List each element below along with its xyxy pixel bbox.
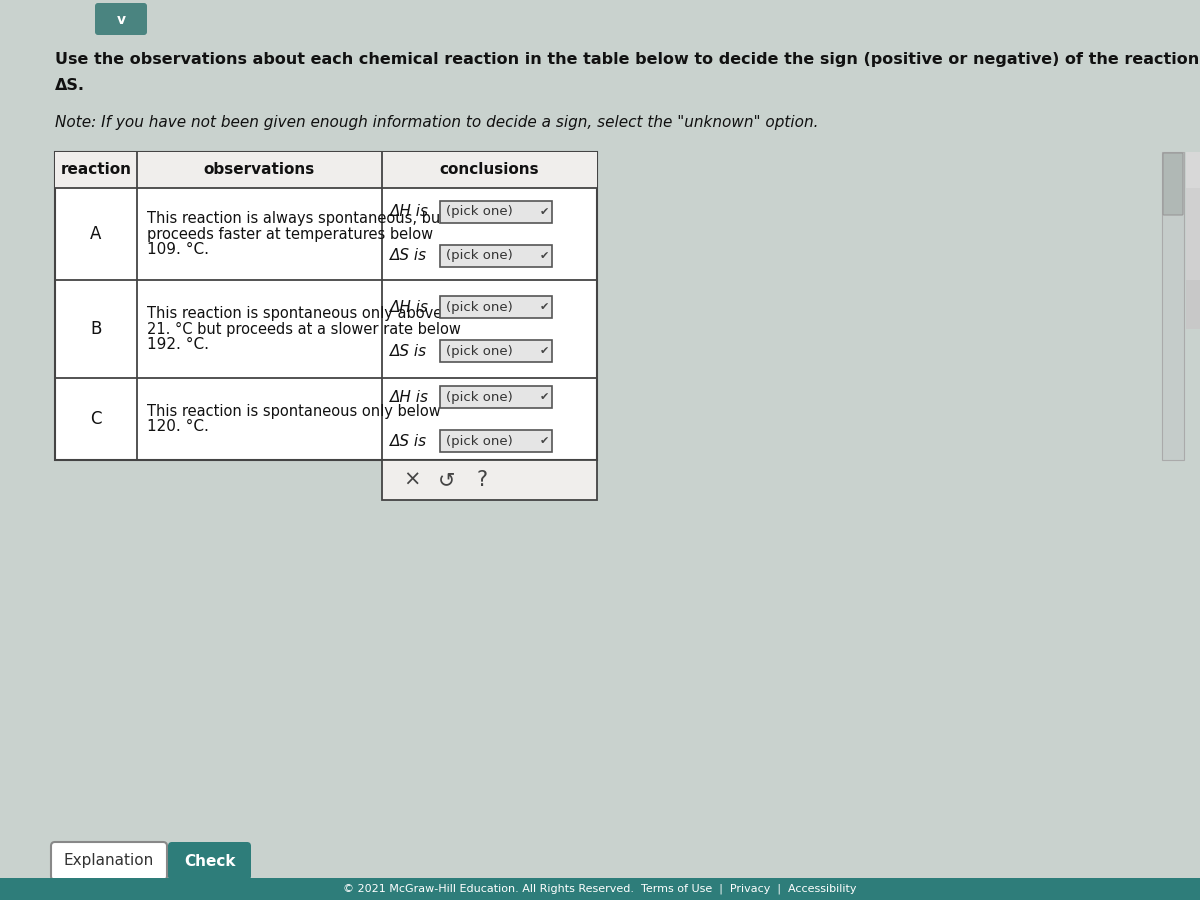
Text: A: A (90, 225, 102, 243)
Text: C: C (90, 410, 102, 428)
Text: Check: Check (185, 853, 235, 868)
Text: ✔: ✔ (539, 346, 548, 356)
FancyBboxPatch shape (168, 842, 251, 880)
FancyBboxPatch shape (440, 201, 552, 223)
Bar (55, 152, 598, 188)
FancyBboxPatch shape (440, 430, 552, 452)
FancyBboxPatch shape (382, 460, 598, 500)
Text: © 2021 McGraw-Hill Education. All Rights Reserved.  Terms of Use  |  Privacy  | : © 2021 McGraw-Hill Education. All Rights… (343, 884, 857, 895)
Text: This reaction is spontaneous only below: This reaction is spontaneous only below (148, 404, 440, 419)
FancyBboxPatch shape (95, 3, 148, 35)
Text: v: v (116, 13, 126, 27)
Text: ΔS is: ΔS is (390, 248, 427, 264)
Text: ΔS.: ΔS. (55, 78, 85, 93)
Text: ?: ? (476, 470, 487, 490)
Text: (pick one): (pick one) (446, 391, 512, 403)
FancyBboxPatch shape (440, 245, 552, 267)
Bar (1186, 188, 1200, 280)
Text: 120. °C.: 120. °C. (148, 419, 209, 435)
Text: ΔH is: ΔH is (390, 390, 430, 404)
Text: ✔: ✔ (539, 251, 548, 261)
Bar (1162, 152, 1184, 460)
Text: reaction: reaction (60, 163, 132, 177)
FancyBboxPatch shape (440, 386, 552, 408)
Text: B: B (90, 320, 102, 338)
Text: This reaction is spontaneous only above: This reaction is spontaneous only above (148, 306, 443, 321)
Text: ΔH is: ΔH is (390, 300, 430, 314)
Bar (55, 152, 598, 460)
Bar (1186, 280, 1200, 329)
Text: ×: × (403, 470, 421, 490)
Text: ΔS is: ΔS is (390, 344, 427, 358)
Text: Explanation: Explanation (64, 853, 154, 868)
Text: 192. °C.: 192. °C. (148, 337, 209, 352)
Bar (0, 878, 1200, 900)
Bar (1186, 152, 1200, 188)
Text: ↺: ↺ (438, 470, 456, 490)
FancyBboxPatch shape (440, 296, 552, 318)
Text: Use the observations about each chemical reaction in the table below to decide t: Use the observations about each chemical… (55, 52, 1200, 67)
Text: (pick one): (pick one) (446, 435, 512, 447)
FancyBboxPatch shape (440, 340, 552, 362)
Text: (pick one): (pick one) (446, 205, 512, 219)
Text: (pick one): (pick one) (446, 345, 512, 357)
FancyBboxPatch shape (1163, 153, 1183, 215)
Text: 109. °C.: 109. °C. (148, 242, 209, 257)
FancyBboxPatch shape (50, 842, 167, 880)
Text: ✔: ✔ (539, 436, 548, 446)
Text: observations: observations (204, 163, 316, 177)
Text: conclusions: conclusions (439, 163, 539, 177)
Text: ΔS is: ΔS is (390, 434, 427, 448)
Text: This reaction is always spontaneous, but: This reaction is always spontaneous, but (148, 211, 446, 226)
Text: 21. °C but proceeds at a slower rate below: 21. °C but proceeds at a slower rate bel… (148, 321, 461, 337)
Text: ΔH is: ΔH is (390, 204, 430, 220)
Text: (pick one): (pick one) (446, 301, 512, 313)
Text: proceeds faster at temperatures below: proceeds faster at temperatures below (148, 227, 433, 241)
Text: (pick one): (pick one) (446, 249, 512, 263)
Text: ✔: ✔ (539, 207, 548, 217)
Text: ✔: ✔ (539, 392, 548, 402)
Text: Note: If you have not been given enough information to decide a sign, select the: Note: If you have not been given enough … (55, 115, 818, 130)
Text: ✔: ✔ (539, 302, 548, 312)
